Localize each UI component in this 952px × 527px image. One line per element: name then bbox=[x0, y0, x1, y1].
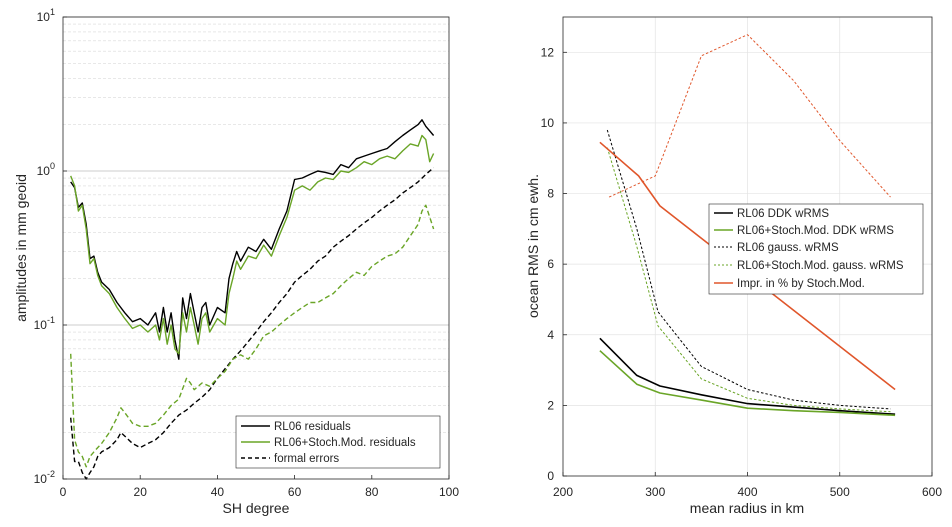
right-y-tick-label: 10 bbox=[541, 116, 555, 130]
left-x-tick-label: 40 bbox=[211, 485, 225, 499]
right-x-axis-label: mean radius in km bbox=[690, 500, 804, 516]
right-y-tick-label: 8 bbox=[547, 187, 554, 201]
right-legend-label-stoch-ddk: RL06+Stoch.Mod. DDK wRMS bbox=[737, 225, 894, 237]
right-series-line-4 bbox=[599, 141, 896, 391]
right-y-tick-label: 12 bbox=[541, 45, 555, 59]
left-series-line-1 bbox=[70, 134, 435, 355]
right-x-tick-label: 500 bbox=[830, 485, 850, 499]
right-y-axis-label: ocean RMS in cm ewh. bbox=[525, 174, 541, 318]
right-x-tick-label: 600 bbox=[922, 485, 942, 499]
left-legend: RL06 residuals RL06+Stoch.Mod. residuals… bbox=[235, 415, 441, 469]
left-y-tick-label: 10-1 bbox=[34, 315, 55, 332]
right-x-tick-label: 400 bbox=[737, 485, 757, 499]
left-x-tick-label: 100 bbox=[439, 485, 459, 499]
left-legend-label-formal: formal errors bbox=[274, 453, 339, 465]
left-series-lines bbox=[70, 119, 435, 480]
left-y-axis-label: amplitudes in mm geoid bbox=[13, 174, 29, 322]
right-y-tick-label: 6 bbox=[547, 257, 554, 271]
right-series-line-5 bbox=[608, 34, 891, 198]
left-plot-area bbox=[63, 17, 449, 479]
right-chart-panel: 200 300 400 500 600 0 2 4 6 8 10 12 mean radius in … bbox=[525, 16, 943, 516]
right-series-lines bbox=[599, 34, 896, 417]
right-y-tick-label: 2 bbox=[547, 398, 554, 412]
left-legend-label-stoch: RL06+Stoch.Mod. residuals bbox=[274, 437, 416, 449]
right-x-tick-label: 200 bbox=[553, 485, 573, 499]
right-series-line-2 bbox=[606, 129, 891, 410]
right-legend-box bbox=[708, 203, 924, 295]
left-legend-label-rl06: RL06 residuals bbox=[274, 421, 351, 433]
left-grid bbox=[63, 16, 449, 433]
left-axes-box bbox=[62, 16, 450, 480]
left-ticks: 0 20 40 60 80 100 10-2 10-1 100 101 bbox=[34, 7, 460, 499]
right-legend-label-stoch-gauss: RL06+Stoch.Mod. gauss. wRMS bbox=[737, 260, 904, 272]
right-legend: RL06 DDK wRMS RL06+Stoch.Mod. DDK wRMS R… bbox=[708, 203, 924, 295]
left-x-axis-label: SH degree bbox=[223, 500, 290, 516]
left-x-tick-label: 80 bbox=[365, 485, 379, 499]
right-ticks: 200 300 400 500 600 0 2 4 6 8 10 12 bbox=[541, 45, 943, 499]
right-legend-label-impr: Impr. in % by Stoch.Mod. bbox=[737, 278, 865, 290]
left-y-tick-label: 10-2 bbox=[34, 469, 55, 486]
right-y-tick-label: 0 bbox=[547, 469, 554, 483]
left-x-tick-label: 0 bbox=[60, 485, 67, 499]
right-series-line-3 bbox=[606, 147, 891, 413]
right-y-tick-label: 4 bbox=[547, 328, 554, 342]
left-y-tick-label: 101 bbox=[37, 7, 55, 24]
left-y-tick-label: 100 bbox=[37, 161, 55, 178]
right-legend-label-ddk: RL06 DDK wRMS bbox=[737, 208, 829, 220]
right-x-tick-label: 300 bbox=[645, 485, 665, 499]
left-x-tick-label: 60 bbox=[288, 485, 302, 499]
right-legend-label-gauss: RL06 gauss. wRMS bbox=[737, 242, 839, 254]
left-x-tick-label: 20 bbox=[134, 485, 148, 499]
left-series-line-0 bbox=[70, 119, 435, 360]
right-series-line-0 bbox=[599, 337, 896, 415]
left-chart-panel: 0 20 40 60 80 100 10-2 10-1 100 101 SH degree amp… bbox=[13, 7, 459, 516]
left-series-line-3 bbox=[70, 204, 435, 468]
right-series-line-1 bbox=[599, 350, 896, 417]
